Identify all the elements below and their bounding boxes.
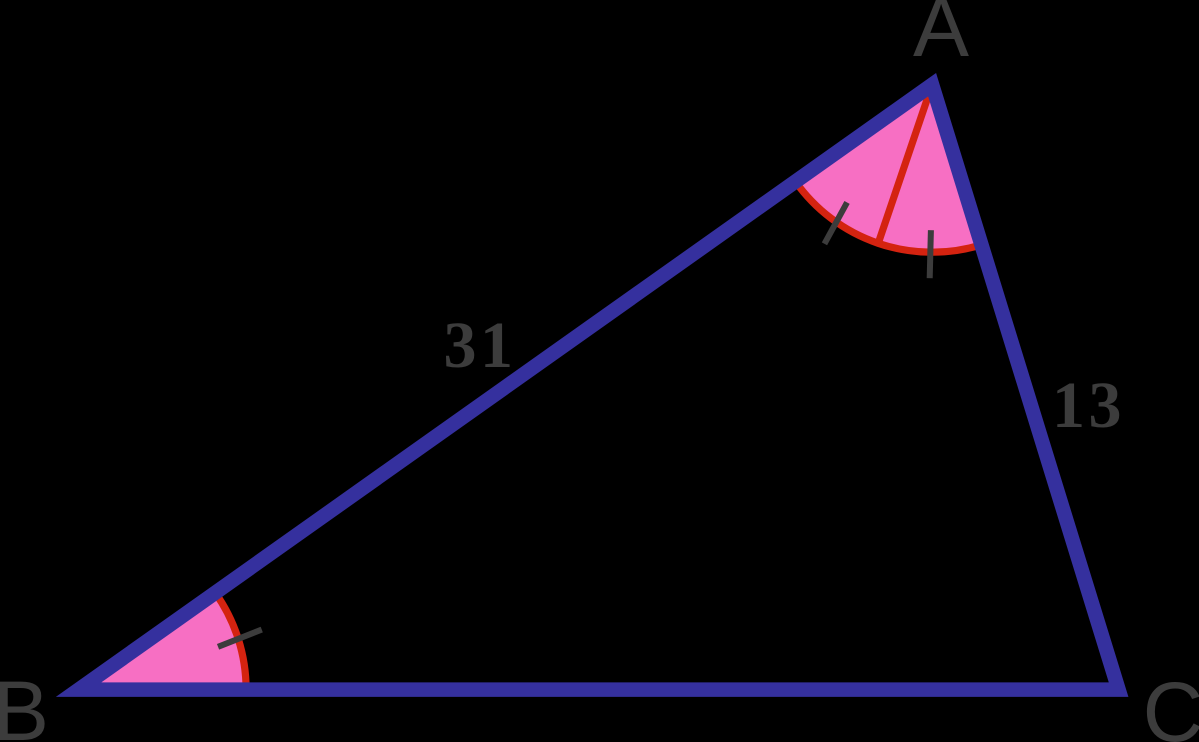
svg-text:C: C — [1143, 665, 1199, 742]
svg-text:31: 31 — [444, 309, 517, 382]
svg-text:A: A — [913, 0, 969, 74]
svg-text:B: B — [0, 664, 49, 742]
svg-text:13: 13 — [1052, 369, 1125, 442]
